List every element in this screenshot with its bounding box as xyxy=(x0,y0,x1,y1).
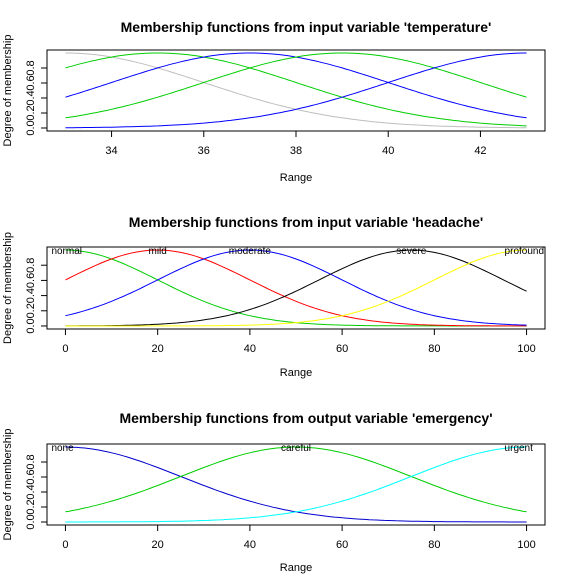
series-label: severe xyxy=(396,246,426,257)
series-line xyxy=(65,249,527,327)
series-line xyxy=(65,446,527,513)
y-tick-label: 0.6 xyxy=(25,75,37,90)
chart-panel-1: Membership functions from input variable… xyxy=(2,19,546,184)
series-line xyxy=(65,52,527,119)
x-tick-label: 42 xyxy=(474,145,486,157)
x-tick-label: 100 xyxy=(517,539,535,551)
chart-panel-3: Membership functions from output variabl… xyxy=(2,410,546,574)
chart-title: Membership functions from output variabl… xyxy=(119,410,492,426)
y-axis-label: Degree of membership xyxy=(2,232,14,344)
y-tick-label: 0.2 xyxy=(25,303,37,318)
x-tick-label: 40 xyxy=(382,145,394,157)
y-tick-label: 0.2 xyxy=(25,105,37,120)
y-tick-label: 0.4 xyxy=(25,288,37,303)
x-tick-label: 36 xyxy=(198,145,210,157)
series-line xyxy=(65,52,527,119)
x-tick-label: 38 xyxy=(290,145,302,157)
x-tick-label: 60 xyxy=(336,343,348,355)
x-axis-label: Range xyxy=(280,562,312,574)
y-tick-label: 0.2 xyxy=(25,499,37,514)
chart-title: Membership functions from input variable… xyxy=(121,19,492,35)
chart-title: Membership functions from input variable… xyxy=(129,214,483,230)
x-tick-label: 40 xyxy=(244,343,256,355)
x-tick-label: 20 xyxy=(152,343,164,355)
y-tick-label: 0.6 xyxy=(25,273,37,288)
x-tick-label: 60 xyxy=(336,539,348,551)
series-label: profound xyxy=(505,246,544,257)
x-tick-label: 100 xyxy=(517,343,535,355)
plot-frame xyxy=(46,49,546,132)
y-tick-label: 0.0 xyxy=(25,318,37,333)
y-tick-label: 0.6 xyxy=(25,469,37,484)
x-tick-label: 80 xyxy=(428,539,440,551)
y-tick-label: 0.0 xyxy=(25,514,37,529)
series-line xyxy=(65,249,527,327)
series-line xyxy=(65,249,527,326)
y-tick-label: 0.0 xyxy=(25,120,37,135)
series-line xyxy=(65,446,527,523)
x-axis-label: Range xyxy=(280,172,312,184)
series-label: careful xyxy=(281,443,311,454)
series-label: moderate xyxy=(229,246,272,257)
series-line xyxy=(65,52,527,127)
y-tick-label: 0.4 xyxy=(25,484,37,499)
x-tick-label: 80 xyxy=(428,343,440,355)
x-tick-label: 40 xyxy=(244,539,256,551)
x-tick-label: 0 xyxy=(62,343,68,355)
x-tick-label: 0 xyxy=(62,539,68,551)
y-tick-label: 0.8 xyxy=(25,60,37,75)
y-axis-label: Degree of membership xyxy=(2,429,14,541)
plot-frame xyxy=(46,246,546,330)
y-tick-label: 0.4 xyxy=(25,90,37,105)
series-label: none xyxy=(51,443,74,454)
y-tick-label: 0.8 xyxy=(25,454,37,469)
x-tick-label: 20 xyxy=(152,539,164,551)
series-label: urgent xyxy=(505,443,534,454)
series-line xyxy=(65,249,527,327)
series-line xyxy=(65,249,527,327)
series-label: normal xyxy=(51,246,82,257)
x-tick-label: 34 xyxy=(105,145,117,157)
y-tick-label: 0.8 xyxy=(25,258,37,273)
series-line xyxy=(65,52,527,129)
chart-panel-2: Membership functions from input variable… xyxy=(2,214,546,379)
series-line xyxy=(65,52,527,129)
y-axis-label: Degree of membership xyxy=(2,35,14,147)
series-label: mild xyxy=(148,246,166,257)
series-line xyxy=(65,446,527,523)
plot-frame xyxy=(46,443,546,526)
x-axis-label: Range xyxy=(280,367,312,379)
